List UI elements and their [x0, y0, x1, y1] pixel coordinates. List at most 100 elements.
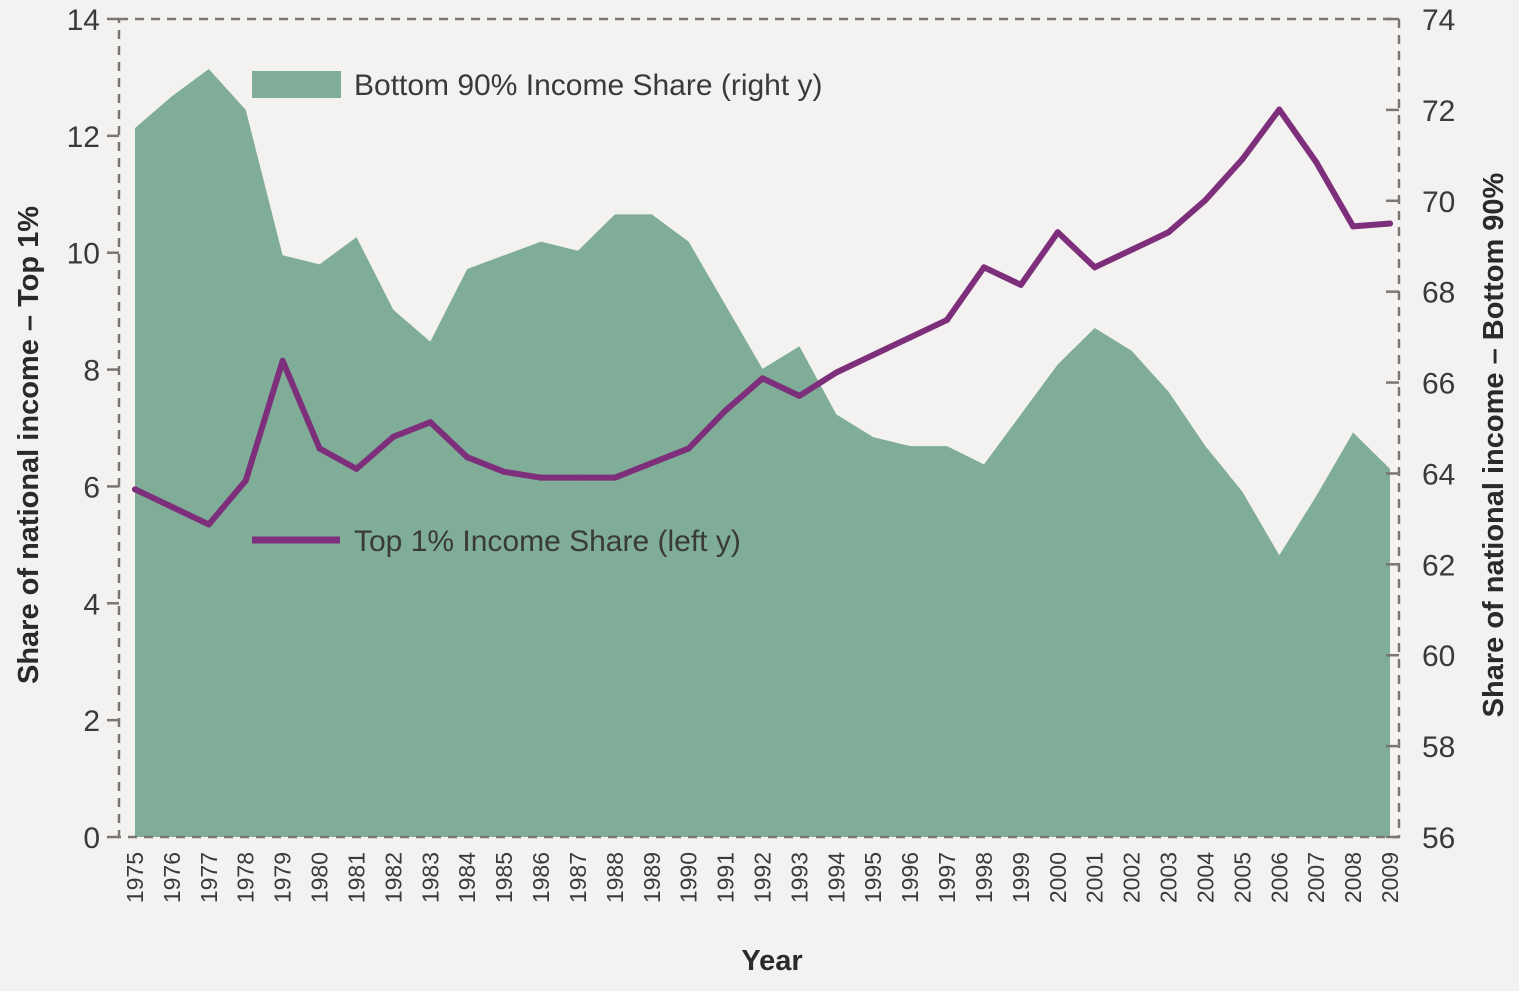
- top-1-point-1975: [132, 486, 138, 493]
- x-tick-label: 1996: [897, 852, 923, 903]
- top-1-point-1990: [685, 445, 692, 452]
- top-1-point-1995: [870, 351, 877, 358]
- left-tick-label: 8: [83, 355, 100, 388]
- x-tick-label: 1983: [417, 852, 443, 903]
- top-1-point-1983: [427, 419, 434, 426]
- right-tick-label: 70: [1422, 186, 1455, 219]
- left-tick-label: 14: [67, 4, 100, 37]
- left-axis: 0 2 4 6 8 10 12 14: [67, 4, 119, 855]
- left-tick-label: 0: [83, 822, 100, 855]
- left-tick-label: 6: [83, 471, 100, 504]
- left-tick-label: 2: [83, 705, 100, 738]
- x-tick-label: 2002: [1119, 852, 1145, 903]
- x-tick-label: 1989: [639, 852, 665, 903]
- x-tick-label: 1986: [528, 852, 554, 903]
- top-1-point-2004: [1202, 197, 1209, 204]
- top-1-point-1992: [759, 375, 766, 382]
- x-tick-label: 1997: [934, 852, 960, 903]
- right-axis-title: Share of national income – Bottom 90%: [1478, 172, 1510, 717]
- x-tick-label: 1982: [380, 852, 406, 903]
- top-1-point-1988: [611, 474, 618, 481]
- x-tick-label: 2000: [1045, 852, 1071, 903]
- right-tick-label: 64: [1422, 458, 1455, 491]
- top-1-point-2006: [1276, 106, 1283, 113]
- top-1-point-1993: [796, 392, 803, 399]
- x-tick-label: 2001: [1082, 852, 1108, 903]
- top-1-point-1999: [1017, 281, 1024, 288]
- top-1-point-1981: [353, 465, 360, 472]
- x-tick-label: 1991: [713, 852, 739, 903]
- legend-area-label: Bottom 90% Income Share (right y): [354, 69, 823, 102]
- right-tick-label: 66: [1422, 368, 1455, 401]
- plot-frame: [117, 17, 1401, 839]
- right-tick-label: 74: [1422, 4, 1455, 37]
- legend-line-label: Top 1% Income Share (left y): [354, 525, 741, 558]
- top-1-point-2000: [1054, 229, 1061, 236]
- top-1-point-1984: [464, 454, 471, 461]
- top-1-point-1994: [833, 369, 840, 376]
- top-1-point-2009: [1387, 220, 1393, 227]
- x-axis: 1975 1976 1977 1978 1979 1980 1981 1982 1983 1984…: [122, 852, 1403, 903]
- top-1-point-1985: [501, 468, 508, 475]
- x-axis-title: Year: [741, 945, 802, 977]
- top-1-point-1980: [316, 445, 323, 452]
- bottom-90-area: [135, 68, 1390, 838]
- x-tick-label: 2008: [1340, 852, 1366, 903]
- top-1-point-1991: [722, 407, 729, 414]
- x-tick-label: 1998: [971, 852, 997, 903]
- right-tick-label: 72: [1422, 95, 1455, 128]
- x-tick-label: 1999: [1008, 852, 1034, 903]
- top-1-point-2005: [1239, 156, 1246, 163]
- top-1-point-2008: [1350, 223, 1357, 230]
- top-1-point-2002: [1128, 246, 1135, 253]
- x-tick-label: 1988: [602, 852, 628, 903]
- top-1-point-1986: [538, 474, 545, 481]
- x-tick-label: 1993: [786, 852, 812, 903]
- left-tick-label: 4: [83, 588, 100, 621]
- x-tick-label: 1985: [491, 852, 517, 903]
- x-tick-label: 1990: [676, 852, 702, 903]
- x-tick-label: 1979: [270, 852, 296, 903]
- legend-area-swatch: [252, 71, 341, 98]
- x-tick-label: 2004: [1192, 852, 1218, 903]
- top-1-point-1998: [980, 264, 987, 271]
- right-axis: 56 58 60 62 64 66 68 70 72 74: [1386, 4, 1455, 855]
- right-tick-label: 62: [1422, 549, 1455, 582]
- right-tick-label: 56: [1422, 822, 1455, 855]
- right-tick-label: 68: [1422, 277, 1455, 310]
- top-1-point-2007: [1313, 159, 1320, 166]
- x-tick-label: 2003: [1156, 852, 1182, 903]
- x-tick-label: 1977: [196, 852, 222, 903]
- legend-line: Top 1% Income Share (left y): [252, 525, 741, 558]
- x-tick-label: 1984: [454, 852, 480, 903]
- legend-area: Bottom 90% Income Share (right y): [252, 69, 823, 102]
- x-tick-label: 2007: [1303, 852, 1329, 903]
- left-tick-label: 12: [67, 121, 100, 154]
- x-tick-label: 2009: [1377, 852, 1403, 903]
- top-1-point-1976: [168, 503, 175, 510]
- x-tick-label: 1980: [307, 852, 333, 903]
- top-1-point-1997: [944, 316, 951, 323]
- x-tick-label: 1981: [343, 852, 369, 903]
- top-1-point-1979: [279, 357, 286, 364]
- x-tick-label: 1992: [750, 852, 776, 903]
- top-1-point-2003: [1165, 229, 1172, 236]
- x-tick-label: 1976: [159, 852, 185, 903]
- area-layer: [135, 68, 1390, 838]
- x-tick-label: 1987: [565, 852, 591, 903]
- top-1-point-1987: [574, 474, 581, 481]
- x-tick-label: 1978: [233, 852, 259, 903]
- top-1-point-1982: [390, 433, 397, 440]
- x-tick-label: 1975: [122, 852, 148, 903]
- right-tick-label: 58: [1422, 731, 1455, 764]
- x-tick-label: 1994: [823, 852, 849, 903]
- left-axis-title: Share of national income – Top 1%: [13, 206, 45, 684]
- x-tick-label: 2006: [1266, 852, 1292, 903]
- top-1-point-2001: [1091, 264, 1098, 271]
- top-1-point-1978: [242, 477, 249, 484]
- top-1-point-1977: [205, 521, 212, 528]
- x-tick-label: 1995: [860, 852, 886, 903]
- x-tick-label: 2005: [1229, 852, 1255, 903]
- right-tick-label: 60: [1422, 640, 1455, 673]
